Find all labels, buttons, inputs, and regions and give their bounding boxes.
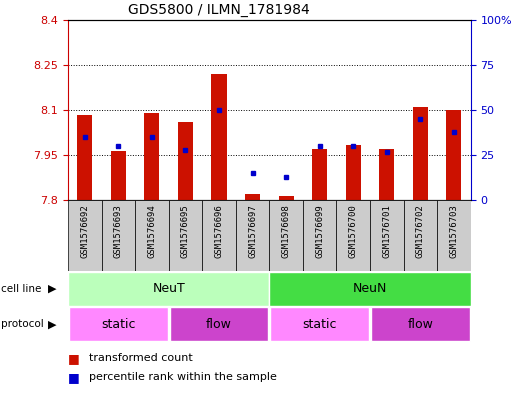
Text: transformed count: transformed count <box>89 353 192 364</box>
Bar <box>336 200 370 271</box>
Bar <box>346 145 361 200</box>
Bar <box>312 149 327 200</box>
Text: NeuN: NeuN <box>353 282 387 296</box>
Text: GSM1576701: GSM1576701 <box>382 204 391 258</box>
Text: GSM1576699: GSM1576699 <box>315 204 324 258</box>
Bar <box>101 200 135 271</box>
Bar <box>303 200 336 271</box>
Text: ■: ■ <box>68 371 79 384</box>
Bar <box>168 200 202 271</box>
Bar <box>178 122 193 200</box>
Text: GSM1576702: GSM1576702 <box>416 204 425 258</box>
Bar <box>169 307 268 341</box>
Bar <box>211 74 226 200</box>
Bar <box>269 272 471 306</box>
Text: GSM1576700: GSM1576700 <box>349 204 358 258</box>
Text: GSM1576696: GSM1576696 <box>214 204 223 258</box>
Text: flow: flow <box>407 318 433 331</box>
Text: flow: flow <box>206 318 232 331</box>
Bar <box>370 200 404 271</box>
Bar <box>245 195 260 200</box>
Bar <box>270 307 369 341</box>
Text: GSM1576692: GSM1576692 <box>80 204 89 258</box>
Text: GSM1576694: GSM1576694 <box>147 204 156 258</box>
Bar <box>437 200 471 271</box>
Bar <box>404 200 437 271</box>
Bar <box>68 200 101 271</box>
Bar <box>269 200 303 271</box>
Bar <box>77 114 93 200</box>
Bar <box>111 151 126 200</box>
Bar <box>135 200 168 271</box>
Bar <box>371 307 470 341</box>
Text: GSM1576693: GSM1576693 <box>114 204 123 258</box>
Bar <box>144 113 160 200</box>
Bar <box>279 196 294 200</box>
Text: NeuT: NeuT <box>152 282 185 296</box>
Text: GSM1576698: GSM1576698 <box>281 204 291 258</box>
Text: static: static <box>302 318 337 331</box>
Bar <box>446 110 461 200</box>
Bar <box>413 107 428 200</box>
Text: ▶: ▶ <box>48 319 56 329</box>
Bar <box>69 307 168 341</box>
Text: static: static <box>101 318 135 331</box>
Bar <box>202 200 236 271</box>
Text: protocol: protocol <box>1 319 44 329</box>
Text: GSM1576703: GSM1576703 <box>449 204 459 258</box>
Bar <box>379 149 394 200</box>
Text: ▶: ▶ <box>48 284 56 294</box>
Text: GSM1576697: GSM1576697 <box>248 204 257 258</box>
Bar <box>236 200 269 271</box>
Text: percentile rank within the sample: percentile rank within the sample <box>89 372 277 382</box>
Text: GDS5800 / ILMN_1781984: GDS5800 / ILMN_1781984 <box>129 3 310 17</box>
Text: GSM1576695: GSM1576695 <box>181 204 190 258</box>
Text: cell line: cell line <box>1 284 41 294</box>
Bar <box>68 272 269 306</box>
Text: ■: ■ <box>68 352 79 365</box>
